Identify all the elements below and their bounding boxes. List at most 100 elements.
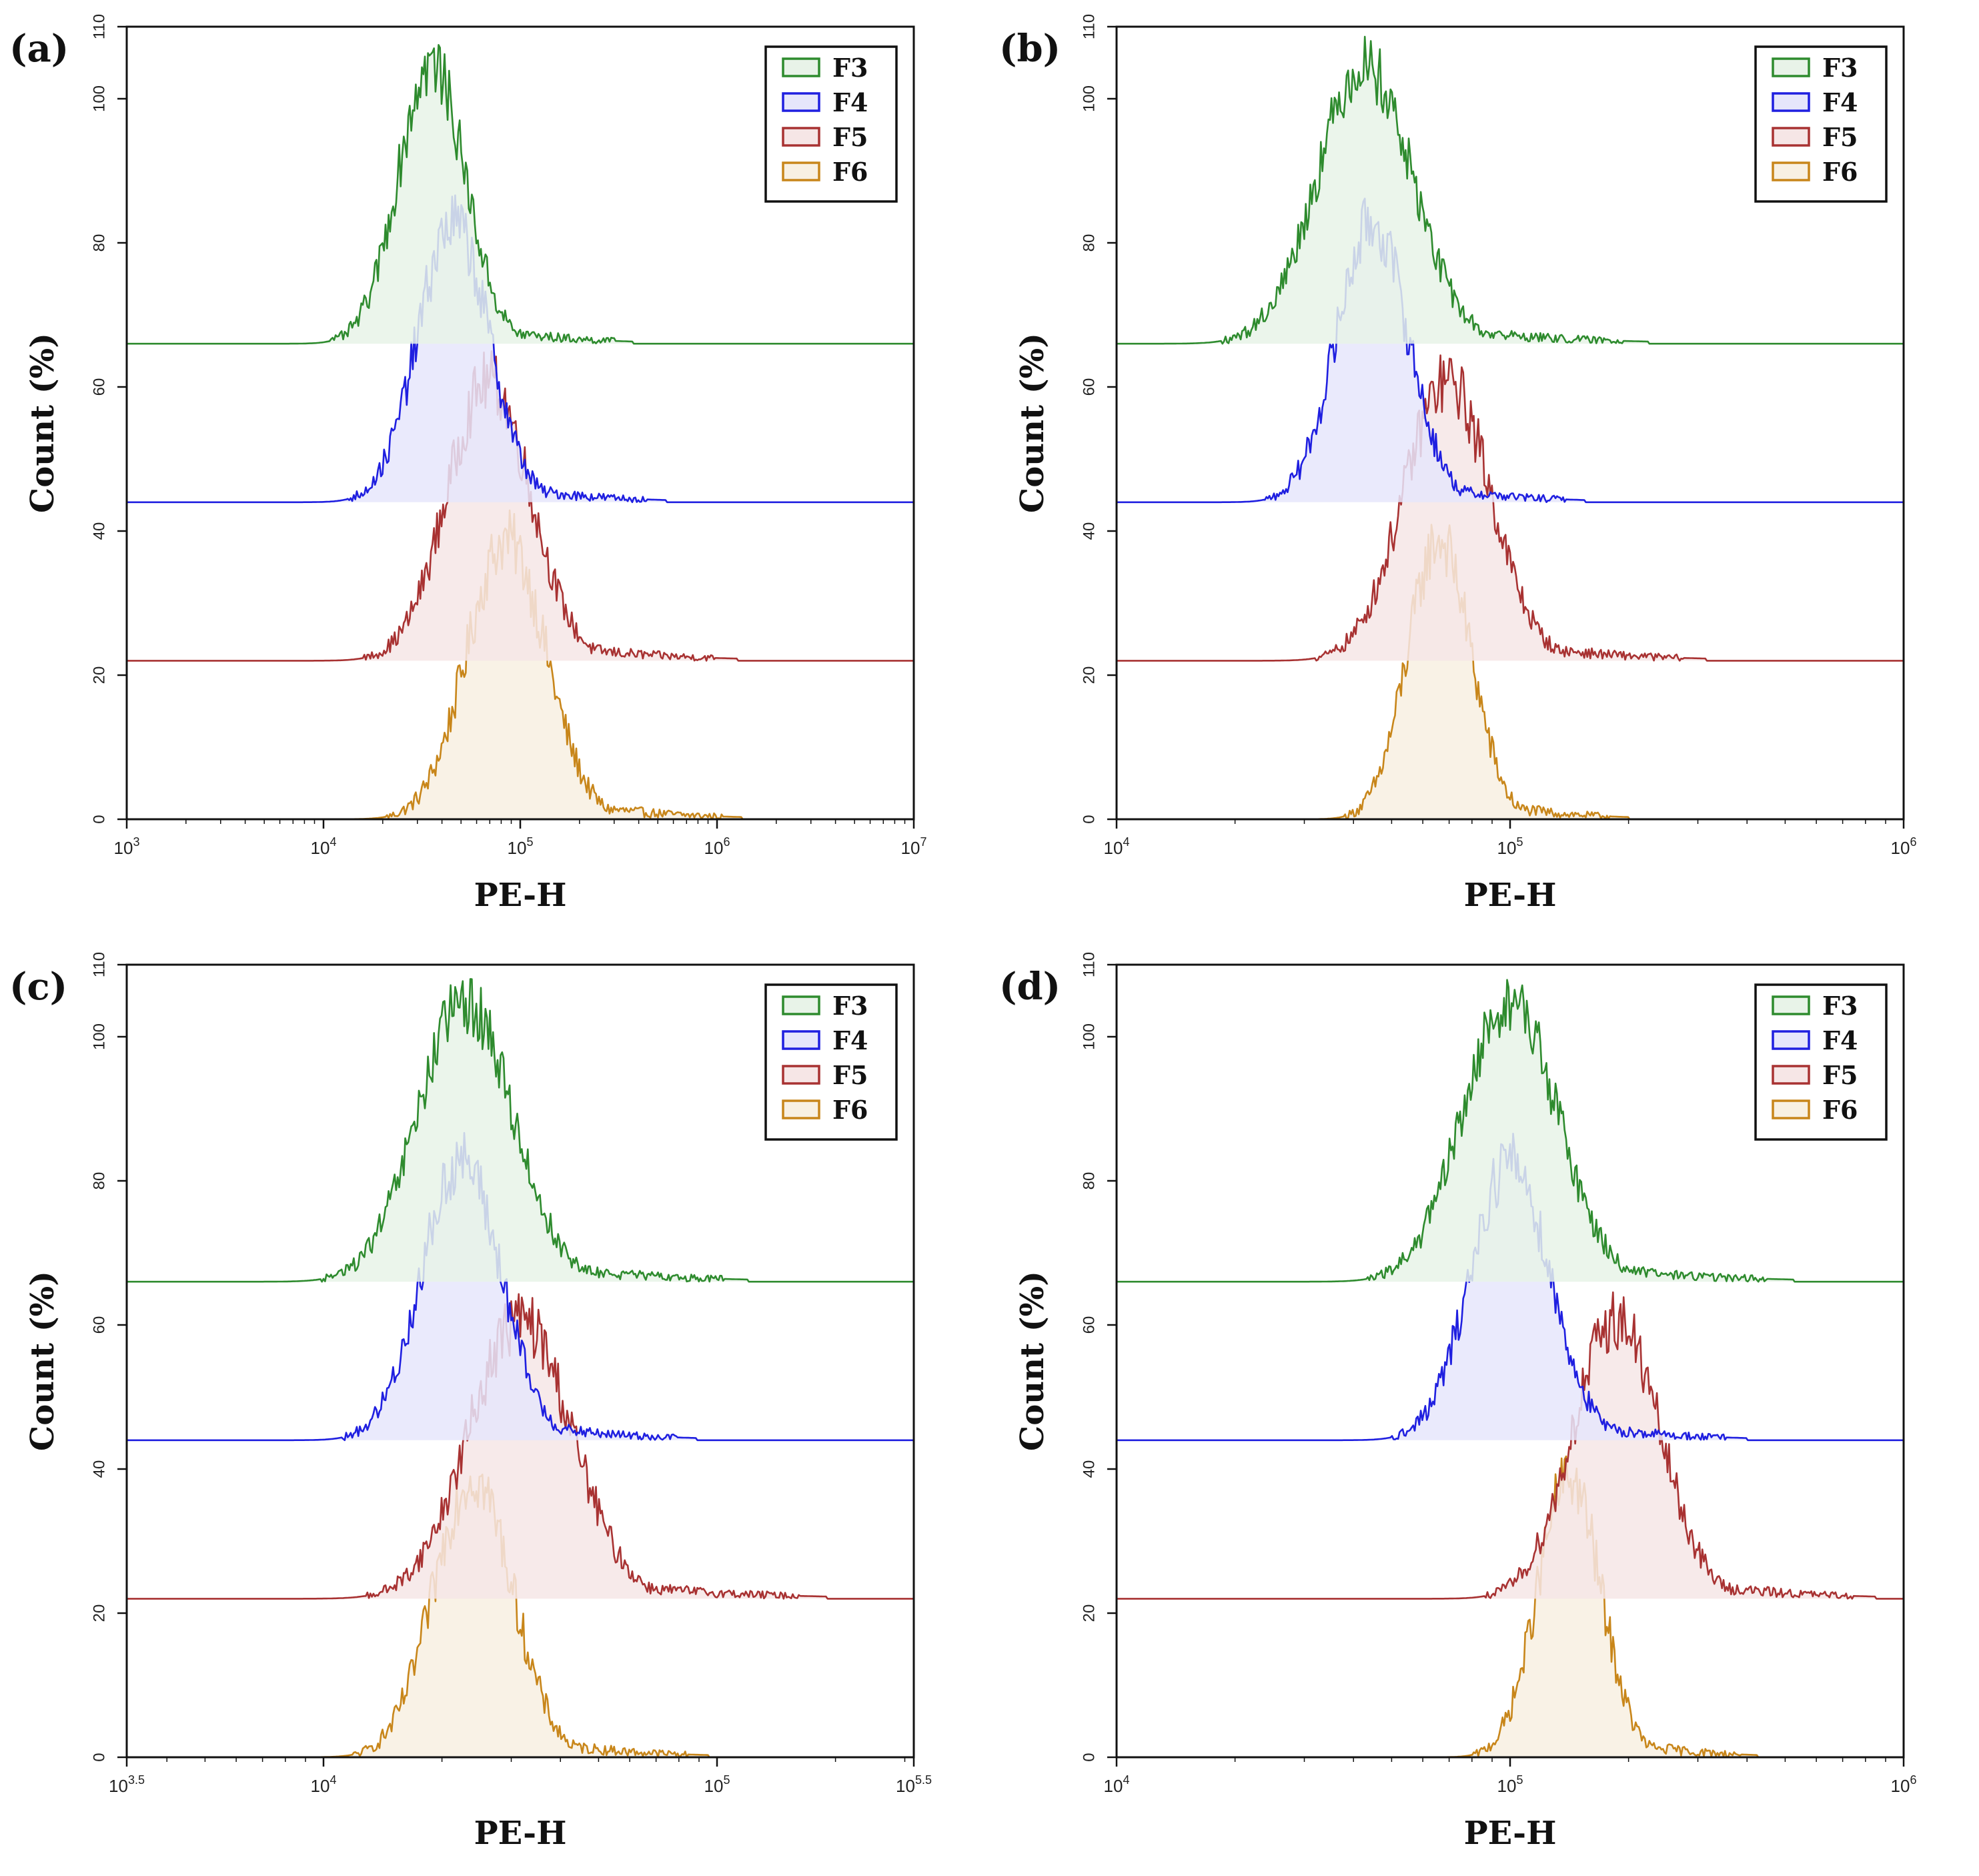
panel-b: (b) 0 20 40 60 80 100 110 104 105 106 PE-H Count (%…: [990, 0, 1979, 938]
series-area-f4: [1117, 1133, 1904, 1440]
legend-label-f5: F5: [1822, 122, 1858, 152]
x-axis-label: PE-H: [1464, 1815, 1557, 1852]
y-tick-label: 60: [90, 1316, 108, 1334]
histogram-chart-c: 0 20 40 60 80 100 110 103.5 104 105 105.5 PE-H Count…: [24, 952, 932, 1852]
x-tick-label: 104: [1104, 835, 1130, 858]
series-area-f4: [127, 1133, 914, 1440]
y-tick-label: 100: [1080, 85, 1098, 112]
series-line-f5: [1117, 1291, 1904, 1600]
series-line-f3: [1117, 35, 1904, 345]
y-tick-label: 20: [1080, 1604, 1098, 1622]
series-line-f5: [127, 1293, 914, 1600]
y-tick-label: 80: [90, 234, 108, 252]
legend-label-f5: F5: [832, 1060, 868, 1090]
y-tick-label: 60: [1080, 378, 1098, 396]
series-line-f4: [127, 194, 914, 504]
x-tick-label: 105.5: [896, 1773, 932, 1796]
x-tick-label: 106: [1891, 1773, 1917, 1796]
legend-label-f6: F6: [1822, 1095, 1858, 1125]
legend-swatch-f6: [782, 161, 820, 181]
series-area-f3: [1117, 979, 1904, 1282]
y-tick-label: 0: [90, 815, 108, 823]
legend-swatch-f6: [1772, 1099, 1810, 1119]
x-tick-label: 103: [114, 835, 140, 858]
series-line-f4: [1117, 197, 1904, 504]
x-tick-label: 106: [1891, 835, 1917, 858]
legend-label-f3: F3: [1822, 991, 1858, 1021]
x-tick-label: 104: [311, 835, 337, 858]
histogram-chart-b: 0 20 40 60 80 100 110 104 105 106 PE-H Count (%) F3 F…: [1014, 14, 1917, 914]
series-area-f4: [1117, 198, 1904, 502]
series-area-f5: [1117, 355, 1904, 661]
x-tick-label: 104: [311, 1773, 337, 1796]
legend-label-f4: F4: [1822, 87, 1858, 117]
series-line-f5: [1117, 354, 1904, 662]
series-line-f6: [1117, 1455, 1904, 1759]
y-tick-label: 40: [1080, 1460, 1098, 1478]
x-axis-label: PE-H: [474, 1815, 567, 1852]
x-tick-label: 107: [901, 835, 927, 858]
legend-swatch-f5: [782, 127, 820, 147]
legend-swatch-f5: [782, 1065, 820, 1085]
y-tick-label: 110: [90, 14, 108, 39]
series-area-f6: [127, 1474, 914, 1757]
legend-swatch-f6: [1772, 161, 1810, 181]
x-tick-label: 105: [1497, 835, 1523, 858]
series-line-f3: [1117, 979, 1904, 1283]
histogram-chart-d: 0 20 40 60 80 100 110 104 105 106 PE-H Count (%) F3 F…: [1014, 952, 1917, 1852]
y-axis-label: Count (%): [24, 333, 61, 513]
y-tick-label: 60: [90, 378, 108, 396]
series-line-f3: [127, 44, 914, 345]
x-tick-label: 105: [704, 1773, 730, 1796]
y-tick-label: 100: [90, 85, 108, 112]
x-axis-label: PE-H: [1464, 877, 1557, 914]
legend-label-f6: F6: [1822, 157, 1858, 187]
legend-label-f3: F3: [1822, 53, 1858, 83]
legend-label-f4: F4: [832, 87, 868, 117]
y-tick-label: 100: [1080, 1023, 1098, 1050]
legend-label-f6: F6: [832, 157, 868, 187]
panel-label: (d): [999, 965, 1061, 1009]
y-tick-label: 80: [1080, 1172, 1098, 1190]
legend-swatch-f4: [1772, 92, 1810, 112]
y-axis-label: Count (%): [1014, 333, 1051, 513]
y-tick-label: 20: [1080, 666, 1098, 684]
plot-frame: [125, 963, 915, 1759]
legend-swatch-f3: [782, 57, 820, 77]
x-tick-label: 105: [1497, 1773, 1523, 1796]
legend-swatch-f4: [782, 1030, 820, 1050]
series-area-f3: [127, 979, 914, 1282]
legend-label-f6: F6: [832, 1095, 868, 1125]
legend-label-f3: F3: [832, 991, 868, 1021]
y-tick-label: 80: [90, 1172, 108, 1190]
legend-label-f4: F4: [1822, 1025, 1858, 1055]
y-tick-label: 40: [90, 522, 108, 540]
series-area-f6: [127, 510, 914, 819]
legend-swatch-f3: [1772, 995, 1810, 1015]
legend-label-f5: F5: [832, 122, 868, 152]
legend-swatch-f5: [1772, 127, 1810, 147]
y-tick-label: 0: [90, 1753, 108, 1761]
histogram-chart-a: 0 20 40 60 80 100 110 103 104 105 106 107 PE-H Count …: [24, 14, 927, 914]
y-tick-label: 0: [1080, 815, 1098, 823]
y-tick-label: 110: [90, 952, 108, 977]
y-tick-label: 100: [90, 1023, 108, 1050]
panel-label: (a): [9, 27, 69, 71]
series-area-f5: [127, 351, 914, 661]
y-tick-label: 60: [1080, 1316, 1098, 1334]
legend-swatch-f3: [1772, 57, 1810, 77]
y-tick-label: 20: [90, 666, 108, 684]
series-area-f3: [1117, 36, 1904, 344]
x-axis-label: PE-H: [474, 877, 567, 914]
x-tick-label: 106: [704, 835, 730, 858]
y-tick-label: 80: [1080, 234, 1098, 252]
y-tick-label: 110: [1080, 14, 1098, 39]
series-line-f4: [127, 1131, 914, 1442]
y-tick-label: 40: [90, 1460, 108, 1478]
panel-d: (d) 0 20 40 60 80 100 110 104 105 106 PE-H Count (%…: [990, 938, 1979, 1876]
legend-swatch-f4: [1772, 1030, 1810, 1050]
y-tick-label: 110: [1080, 952, 1098, 977]
legend-swatch-f3: [782, 995, 820, 1015]
x-tick-label: 103.5: [109, 1773, 145, 1796]
